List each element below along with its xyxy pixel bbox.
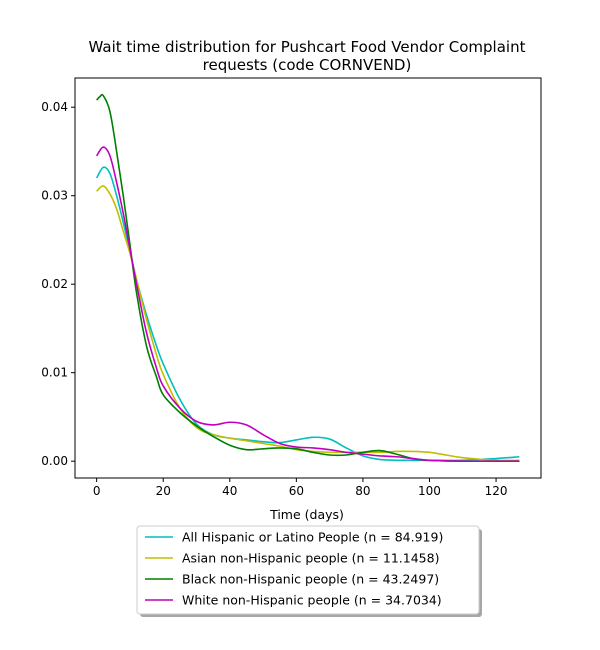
- x-tick-label: 20: [156, 484, 171, 498]
- y-tick-label: 0.01: [41, 366, 68, 380]
- chart-title: Wait time distribution for Pushcart Food…: [89, 38, 526, 74]
- chart-title-line-1: Wait time distribution for Pushcart Food…: [89, 38, 526, 56]
- x-tick-label: 120: [485, 484, 508, 498]
- y-tick-label: 0.04: [41, 100, 68, 114]
- y-axis: 0.00 0.01 0.02 0.03 0.04: [41, 100, 75, 468]
- series-line-3: [96, 93, 520, 463]
- y-tick-label: 0.02: [41, 277, 68, 291]
- plot-area: [74, 77, 542, 479]
- y-tick-label: 0.03: [41, 189, 68, 203]
- chart-title-line-2: requests (code CORNVEND): [203, 56, 412, 74]
- series-line-4: [95, 146, 520, 463]
- x-axis-label: Time (days): [269, 507, 344, 522]
- x-tick-label: 60: [289, 484, 304, 498]
- series-layer: [95, 93, 520, 463]
- legend: All Hispanic or Latino People (n = 84.91…: [136, 525, 482, 617]
- x-axis: 0 20 40 60 80 100 120: [93, 478, 508, 498]
- x-tick-label: 100: [418, 484, 441, 498]
- legend-label: Asian non-Hispanic people (n = 11.1458): [182, 551, 439, 566]
- series-line-1: [95, 166, 520, 462]
- series-line-2: [96, 185, 520, 462]
- x-tick-label: 40: [222, 484, 237, 498]
- legend-box: [136, 525, 480, 615]
- legend-label: White non-Hispanic people (n = 34.7034): [182, 593, 442, 608]
- legend-label: All Hispanic or Latino People (n = 84.91…: [182, 530, 443, 545]
- y-tick-label: 0.00: [41, 454, 68, 468]
- x-tick-label: 80: [355, 484, 370, 498]
- x-tick-label: 0: [93, 484, 101, 498]
- legend-label: Black non-Hispanic people (n = 43.2497): [182, 572, 439, 587]
